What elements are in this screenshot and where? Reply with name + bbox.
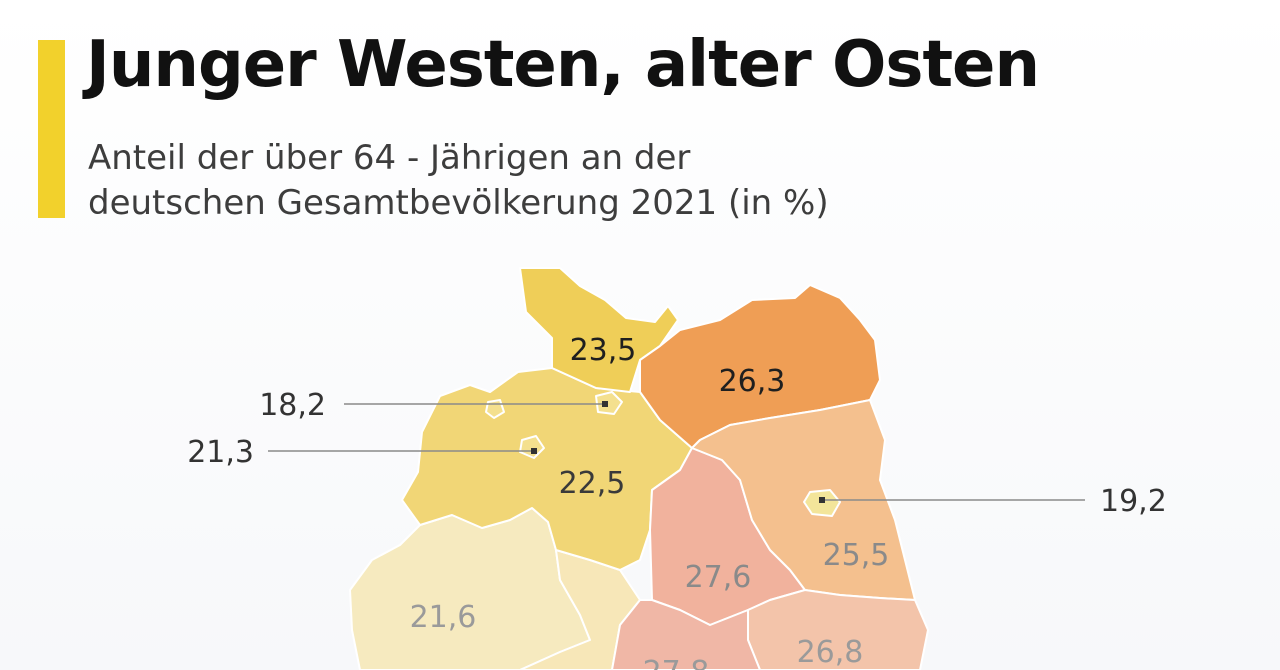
value-label-mecklenburg-vorpommern: 26,3 xyxy=(719,364,786,399)
callout-value-bremen: 21,3 xyxy=(187,435,254,470)
marker-berlin xyxy=(819,497,825,503)
callout-value-berlin: 19,2 xyxy=(1100,484,1167,519)
value-label-sachsen-anhalt: 27,6 xyxy=(685,560,752,595)
region-bremen[interactable] xyxy=(519,435,545,459)
chart-title: Junger Westen, alter Osten xyxy=(86,28,1040,102)
region-brandenburg[interactable] xyxy=(691,399,916,601)
value-label-nordrhein-westfalen: 21,6 xyxy=(410,600,477,635)
value-label-schleswig-holstein: 23,5 xyxy=(570,333,637,368)
value-label-niedersachsen: 22,5 xyxy=(559,466,626,501)
marker-bremen xyxy=(531,448,537,454)
marker-hamburg xyxy=(602,401,608,407)
chart-subtitle: Anteil der über 64 - Jährigen an der deu… xyxy=(88,136,829,226)
subtitle-line-2: deutschen Gesamtbevölkerung 2021 (in %) xyxy=(88,183,829,223)
accent-bar xyxy=(38,40,65,218)
region-mecklenburg-vorpommern[interactable] xyxy=(639,284,881,449)
value-label-sachsen: 26,8 xyxy=(797,635,864,670)
region-schleswig-holstein[interactable] xyxy=(519,267,679,393)
region-thueringen[interactable] xyxy=(611,599,761,670)
subtitle-line-1: Anteil der über 64 - Jährigen an der xyxy=(88,138,691,178)
value-label-thueringen: 27,8 xyxy=(643,655,710,670)
region-hamburg[interactable] xyxy=(595,391,623,415)
value-label-brandenburg: 25,5 xyxy=(823,538,890,573)
callout-value-hamburg: 18,2 xyxy=(259,388,326,423)
region-sachsen[interactable] xyxy=(747,589,929,670)
